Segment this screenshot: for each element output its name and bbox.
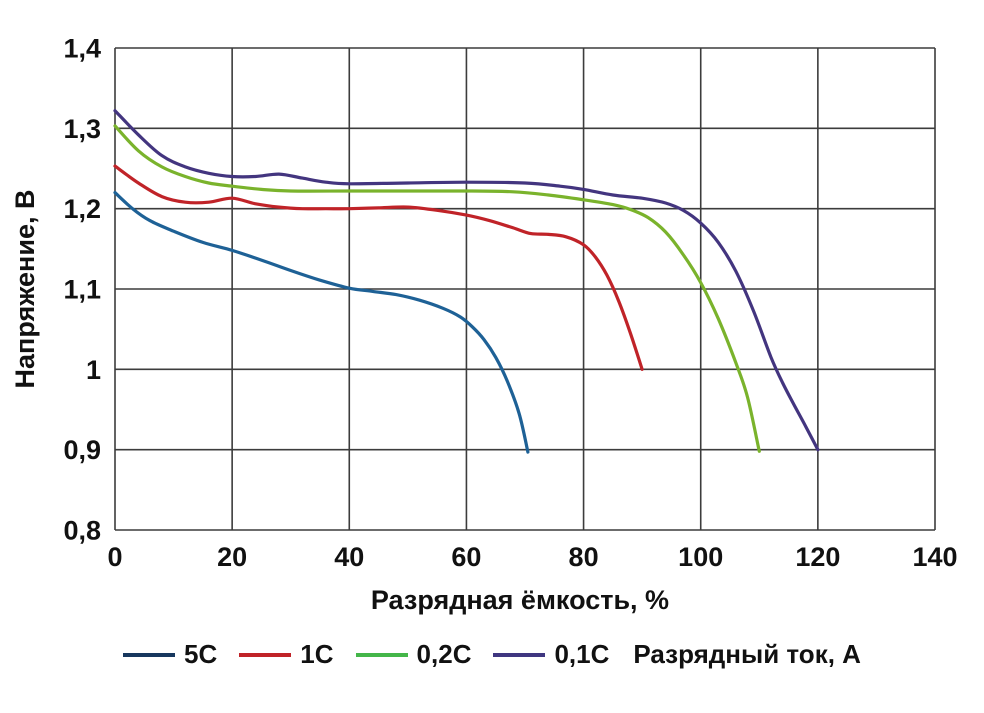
x-tick-label: 60 [451,542,481,572]
legend-swatch [355,652,408,657]
y-tick-label: 1,4 [63,33,101,63]
legend-item-0,2C: 0,2C [355,639,472,670]
x-tick-label: 0 [107,542,122,572]
y-tick-label: 1,2 [63,194,101,224]
legend-item-0,1C: 0,1C [493,639,609,670]
series-line-1C [113,164,644,371]
series-line-5C [113,191,530,454]
legend-label: 0,1C [554,639,610,669]
x-tick-label: 100 [678,542,723,572]
legend-item-5C: 5C [123,639,217,670]
legend: 5C 1C 0,2C 0,1C Разрядный ток, А [0,639,984,670]
series-lines [113,109,820,454]
series-line-0,1C [113,109,820,452]
legend-label: 1C [300,639,334,669]
discharge-chart: 0,8 0,9 1 1,1 1,2 1,3 1,4 0 20 40 60 80 100 120 140 На… [0,33,984,670]
x-tick-label: 80 [569,542,599,572]
y-tick-label: 1 [86,355,101,385]
legend-swatch [493,652,546,657]
y-axis-label: Напряжение, В [10,190,40,389]
y-tick-label: 0,9 [63,435,101,465]
x-tick-label: 120 [795,542,840,572]
y-tick-label: 1,3 [63,114,101,144]
x-axis-label: Разрядная ёмкость, % [371,585,669,615]
legend-items: 5C 1C 0,2C 0,1C [123,639,609,670]
legend-item-1C: 1C [239,639,334,670]
y-tick-label: 0,8 [63,515,101,545]
grid [114,47,936,531]
x-tick-label: 140 [912,542,957,572]
y-tick-label: 1,1 [63,274,101,304]
series-line-0,2C [113,124,761,453]
x-tick-label: 20 [217,542,247,572]
legend-label: 5C [184,639,218,669]
legend-title: Разрядный ток, А [633,639,861,669]
legend-swatch [123,652,176,657]
legend-swatch [239,652,292,657]
tick-labels: 0,8 0,9 1 1,1 1,2 1,3 1,4 0 20 40 60 80 100 120 140 [63,33,957,572]
chart-canvas: 0,8 0,9 1 1,1 1,2 1,3 1,4 0 20 40 60 80 100 120 140 На… [10,33,958,615]
x-tick-label: 40 [334,542,364,572]
legend-label: 0,2C [416,639,472,669]
